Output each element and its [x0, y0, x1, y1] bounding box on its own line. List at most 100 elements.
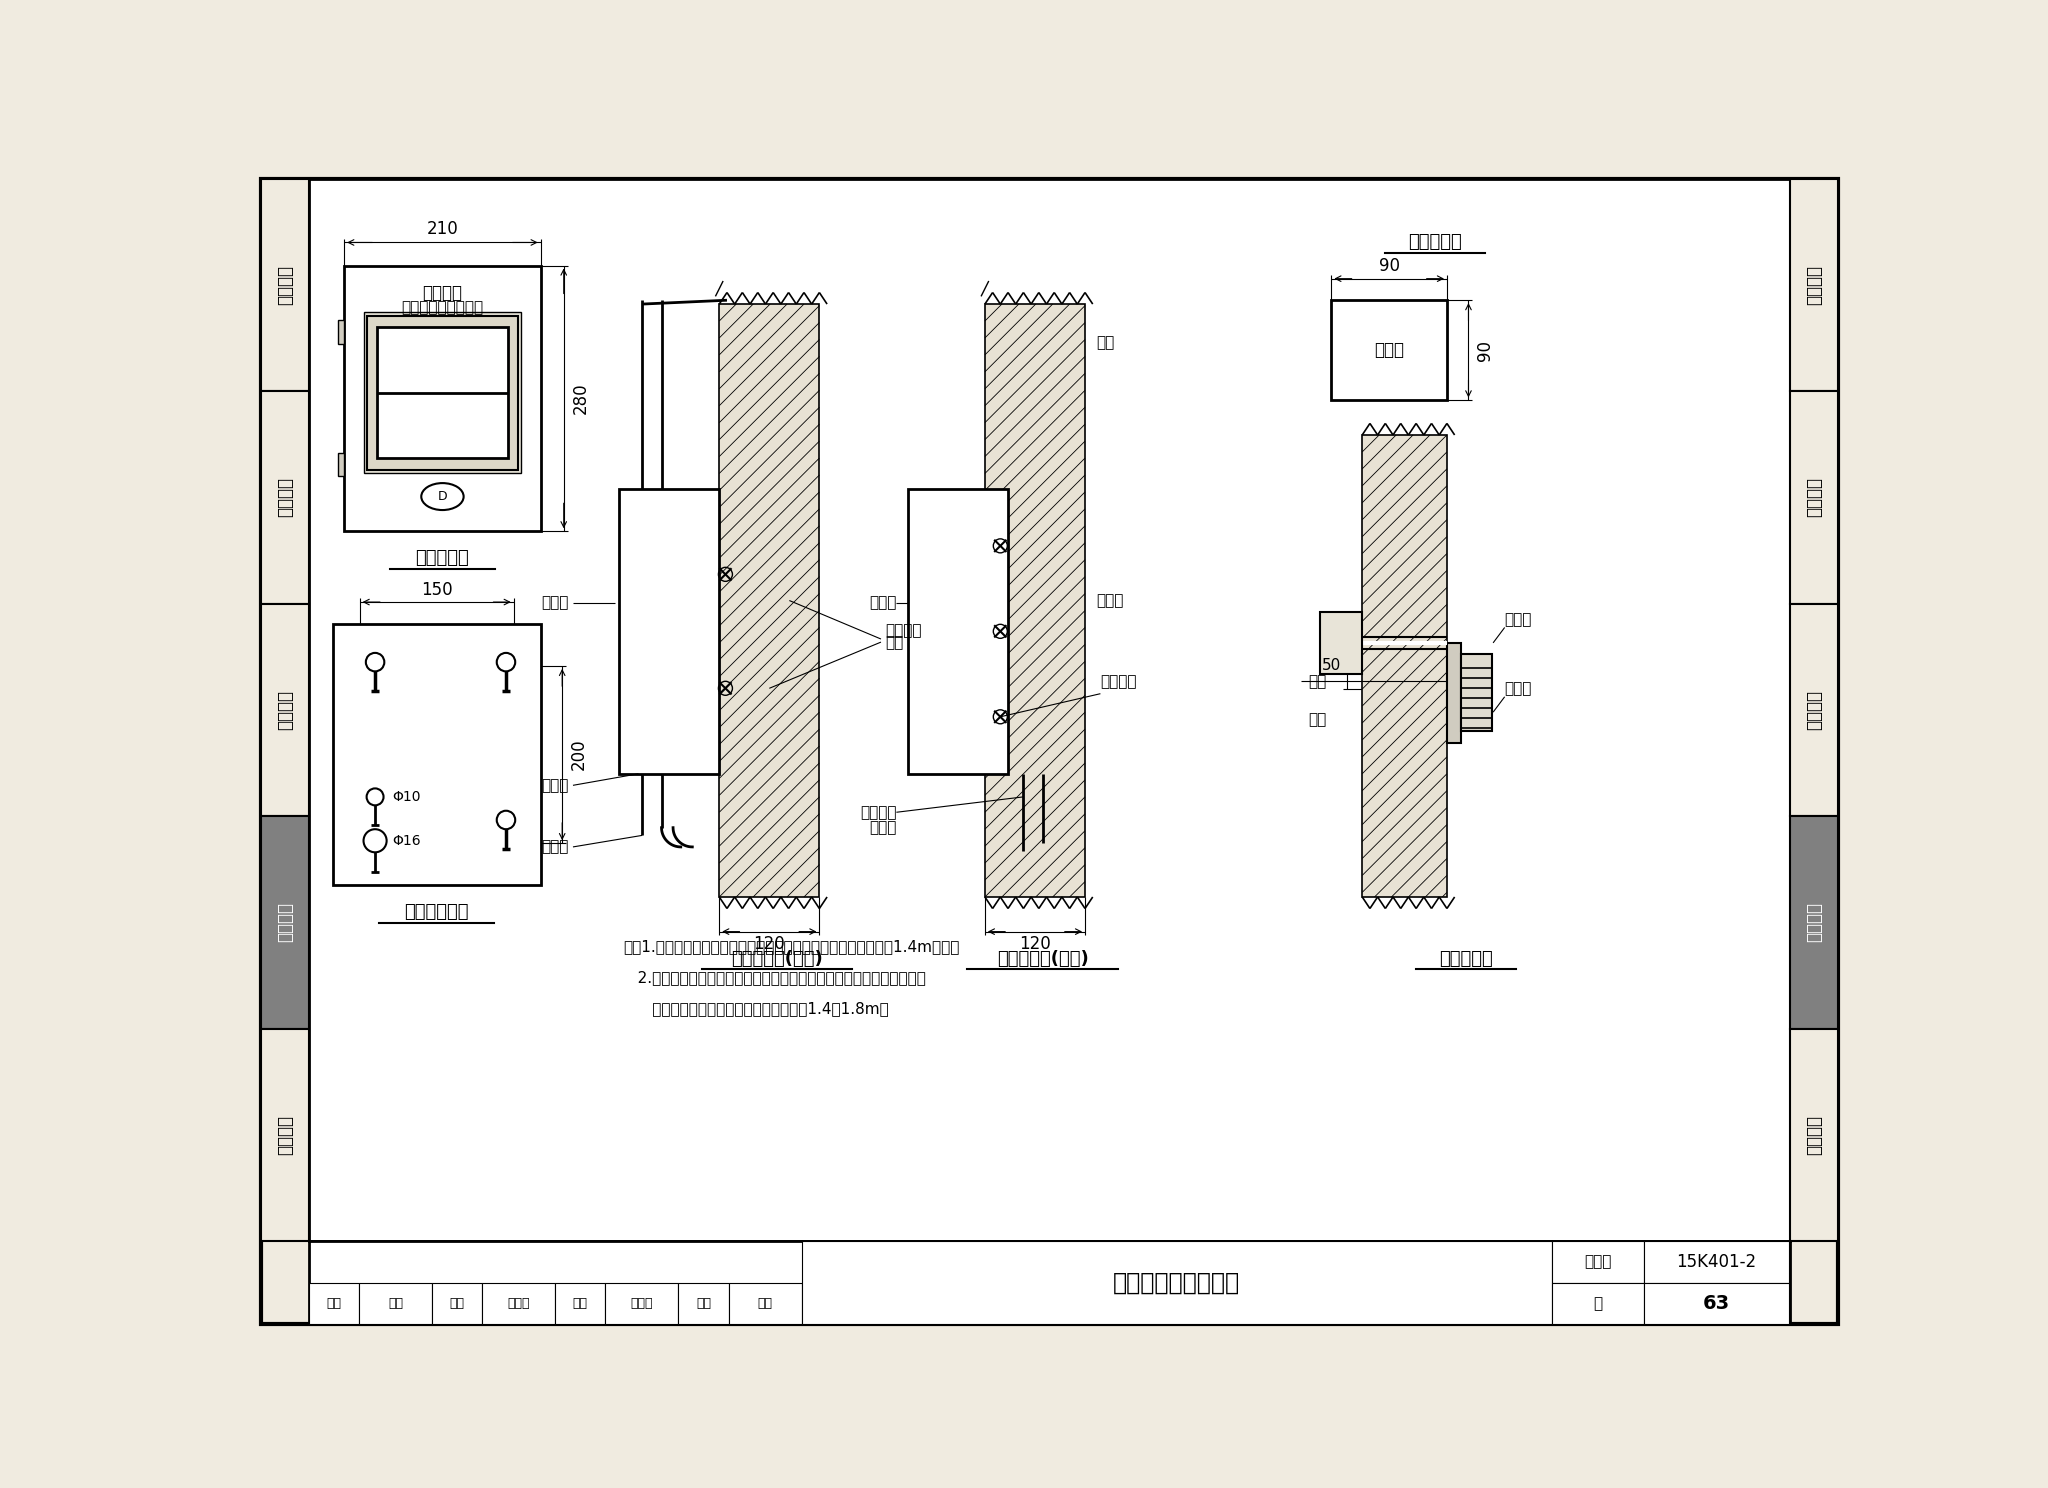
Text: 控制箱: 控制箱	[543, 595, 569, 610]
Text: 设计: 设计	[573, 1298, 588, 1309]
Text: 膨胀螺栓: 膨胀螺栓	[1100, 674, 1137, 689]
Bar	[481, 1283, 555, 1324]
Bar	[309, 1241, 1790, 1324]
Bar	[262, 604, 309, 815]
Text: 控制箱: 控制箱	[868, 595, 897, 610]
Text: 梁岩松: 梁岩松	[631, 1298, 653, 1309]
Text: 50: 50	[1321, 659, 1341, 674]
Bar	[1319, 612, 1362, 674]
Text: 280: 280	[571, 382, 590, 414]
Text: 图集号: 图集号	[1585, 1254, 1612, 1269]
Bar	[377, 327, 508, 458]
Bar	[1362, 434, 1448, 897]
Bar	[801, 1241, 1552, 1324]
Bar	[1790, 1028, 1839, 1241]
Bar	[262, 391, 309, 604]
Text: 底座: 底座	[1309, 713, 1327, 728]
Text: 穿线管: 穿线管	[868, 820, 897, 835]
Bar	[332, 623, 541, 885]
Text: 液化气站: 液化气站	[276, 690, 295, 729]
Text: 120: 120	[1020, 934, 1051, 952]
Bar	[1645, 1283, 1788, 1324]
Bar	[432, 1283, 481, 1324]
Bar	[618, 490, 719, 774]
Bar	[262, 179, 309, 391]
Text: 120: 120	[754, 934, 784, 952]
Text: 传感器外形: 传感器外形	[1409, 234, 1462, 251]
Bar	[1331, 301, 1448, 400]
Text: 页: 页	[1593, 1296, 1602, 1311]
Bar	[309, 1283, 358, 1324]
Text: 传感器安装: 传感器安装	[1440, 949, 1493, 967]
Bar	[1552, 1241, 1645, 1283]
Text: 膨胀螺栓: 膨胀螺栓	[885, 623, 922, 638]
Bar	[1460, 655, 1491, 732]
Text: 施工安装: 施工安装	[1804, 478, 1823, 518]
Bar	[338, 320, 344, 344]
Bar	[365, 312, 522, 473]
Text: 90: 90	[1477, 339, 1495, 360]
Text: 210: 210	[426, 220, 459, 238]
Text: 电气控制: 电气控制	[276, 902, 295, 942]
Bar	[985, 304, 1085, 897]
Bar	[719, 304, 819, 897]
Text: 150: 150	[422, 580, 453, 598]
Text: Φ16: Φ16	[391, 833, 420, 848]
Text: 俞震: 俞震	[758, 1298, 772, 1309]
Text: 传感器: 传感器	[1374, 341, 1405, 359]
Text: 墙体: 墙体	[1096, 335, 1114, 350]
Text: 俞震: 俞震	[387, 1298, 403, 1309]
Bar	[338, 454, 344, 476]
Text: 复查: 复查	[696, 1298, 711, 1309]
Text: D: D	[438, 490, 446, 503]
Text: 辐射采暖系统控制箱: 辐射采暖系统控制箱	[401, 301, 483, 315]
Text: 设计说明: 设计说明	[1804, 265, 1823, 305]
Text: 15K401-2: 15K401-2	[1677, 1253, 1757, 1271]
Bar	[344, 265, 541, 531]
Text: 90: 90	[1378, 257, 1399, 275]
Text: 校对: 校对	[451, 1298, 465, 1309]
Text: 控制箱安装孔: 控制箱安装孔	[403, 903, 469, 921]
Text: 审核: 审核	[326, 1298, 342, 1309]
Bar	[985, 490, 1008, 774]
Text: 二区域型: 二区域型	[422, 284, 463, 302]
Text: 面板: 面板	[1309, 674, 1327, 689]
Bar	[358, 1283, 432, 1324]
Text: Φ10: Φ10	[391, 790, 420, 804]
Bar	[1790, 391, 1839, 604]
Text: 穿线管: 穿线管	[1505, 612, 1532, 628]
Text: 膨胀螺栓: 膨胀螺栓	[860, 805, 897, 820]
Bar	[1790, 179, 1839, 391]
Text: 接线盒: 接线盒	[1096, 594, 1124, 609]
Bar	[606, 1283, 678, 1324]
Bar	[367, 315, 518, 470]
Text: 注：1.控制箱应安装在有人值班或便于操作的场所，一般箱底距地1.4m安装。: 注：1.控制箱应安装在有人值班或便于操作的场所，一般箱底距地1.4m安装。	[623, 939, 958, 954]
Text: 接线盒: 接线盒	[1505, 682, 1532, 696]
Bar	[678, 1283, 729, 1324]
Text: 穿线管: 穿线管	[543, 778, 569, 793]
Text: 工程实例: 工程实例	[276, 1115, 295, 1155]
Bar	[262, 1028, 309, 1241]
Text: 液化气站: 液化气站	[1804, 690, 1823, 729]
Text: 200: 200	[569, 738, 588, 771]
Bar	[262, 815, 309, 1028]
Text: 电气控制: 电气控制	[1804, 902, 1823, 942]
Text: 墙体: 墙体	[885, 635, 903, 650]
Text: 63: 63	[1702, 1295, 1731, 1312]
Text: 施工安装: 施工安装	[276, 478, 295, 518]
Bar	[907, 490, 1008, 774]
Text: 不受任何热干扰的位置，安装高度宜为1.4～1.8m。: 不受任何热干扰的位置，安装高度宜为1.4～1.8m。	[623, 1001, 889, 1016]
Text: 固定环: 固定环	[543, 839, 569, 854]
Text: 控制箱安装(明管): 控制箱安装(明管)	[731, 949, 823, 967]
Text: 2.传感器应安装在供暖区域中能正确反映室内（室外）温度（湿度）且: 2.传感器应安装在供暖区域中能正确反映室内（室外）温度（湿度）且	[623, 970, 926, 985]
Text: 工程实例: 工程实例	[1804, 1115, 1823, 1155]
Text: 控制箱外形: 控制箱外形	[416, 549, 469, 567]
Bar	[1552, 1283, 1645, 1324]
Bar	[555, 1283, 606, 1324]
Bar	[1645, 1241, 1788, 1283]
Bar	[1790, 604, 1839, 815]
Bar	[1790, 815, 1839, 1028]
Text: 陈学志: 陈学志	[508, 1298, 530, 1309]
Bar	[729, 1283, 801, 1324]
Text: 控制箱与传感器安装: 控制箱与传感器安装	[1112, 1271, 1241, 1295]
